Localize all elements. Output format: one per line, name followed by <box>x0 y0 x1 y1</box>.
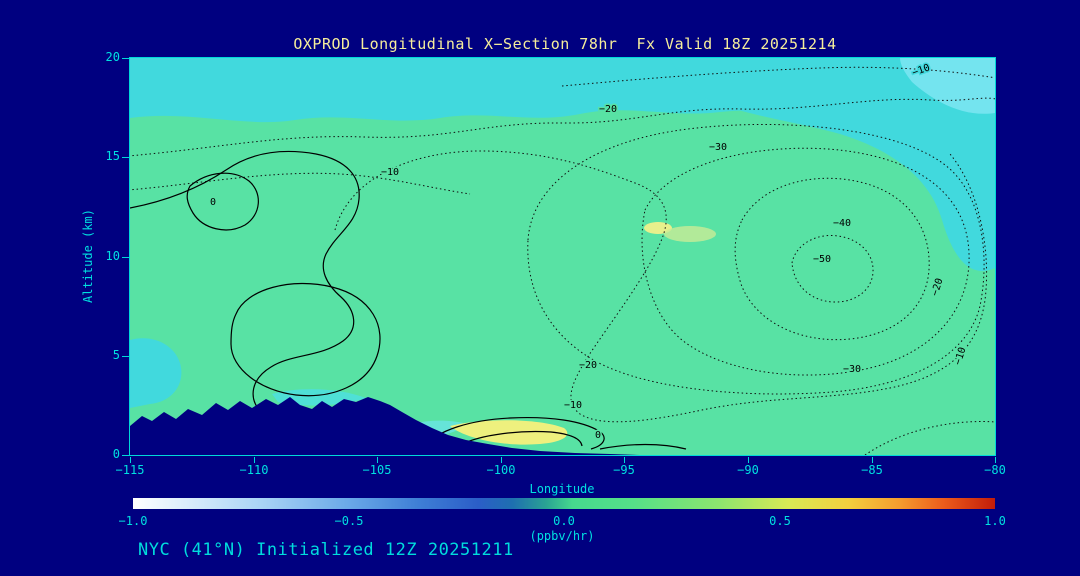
colorbar-tick-label: 0.5 <box>769 514 791 528</box>
x-tick <box>995 457 996 463</box>
colorbar-unit-label: (ppbv/hr) <box>529 529 595 543</box>
x-tick <box>624 457 625 463</box>
contour-label: −50 <box>813 254 831 265</box>
colorbar-gradient <box>133 498 995 509</box>
colorbar-tick-label: −0.5 <box>334 514 364 528</box>
contour-line-zero-loop-lower <box>230 282 381 397</box>
x-tick-label: −115 <box>115 463 145 477</box>
terrain-silhouette <box>130 397 640 455</box>
colorbar-tick-label: 0.0 <box>553 514 575 528</box>
chart-title: OXPROD Longitudinal X−Section 78hr Fx Va… <box>293 35 837 53</box>
x-tick-label: −80 <box>984 463 1006 477</box>
y-tick-label: 10 <box>105 249 120 263</box>
contour-label: −10 <box>381 167 399 178</box>
y-tick <box>122 455 129 456</box>
contour-line-minus20-top <box>130 97 995 157</box>
contour-line-zero-surface-outer <box>422 417 605 450</box>
contour-label: 0 <box>210 197 216 208</box>
x-tick-label: −100 <box>486 463 516 477</box>
colorbar-tick-label: −1.0 <box>118 514 148 528</box>
contour-line-zero-left <box>130 150 360 425</box>
plot-area: −10 −20 −30 −40 −50 −20 −10 −30 −20 −10 … <box>129 57 996 456</box>
y-tick <box>122 257 129 258</box>
y-tick-label: 5 <box>112 348 120 362</box>
x-tick <box>130 457 131 463</box>
x-tick <box>377 457 378 463</box>
y-tick <box>122 58 129 59</box>
contour-label: −10 <box>564 400 582 411</box>
x-tick <box>254 457 255 463</box>
x-tick-label: −95 <box>613 463 635 477</box>
fill-region-cyan-left <box>130 338 182 408</box>
x-tick-label: −85 <box>861 463 883 477</box>
x-tick-label: −110 <box>239 463 269 477</box>
contour-label: −40 <box>833 218 851 229</box>
contour-line-zero-surface-right <box>599 443 687 450</box>
y-tick <box>122 157 129 158</box>
fill-region-cyan-top-right <box>670 58 995 271</box>
y-tick <box>122 356 129 357</box>
contour-line-zero-loop-upper <box>186 172 259 231</box>
x-tick <box>501 457 502 463</box>
contour-line-zero-surface-inner <box>459 430 583 447</box>
x-tick <box>872 457 873 463</box>
contour-label: −30 <box>709 142 727 153</box>
solid-contours <box>130 150 687 450</box>
y-tick-label: 15 <box>105 149 120 163</box>
contour-line-minus30-ring <box>641 147 970 376</box>
x-tick-label: −105 <box>362 463 392 477</box>
fill-region-cyan-corner <box>900 58 995 114</box>
contour-line-upper-left <box>130 172 471 195</box>
run-info-caption: NYC (41°N) Initialized 12Z 20251211 <box>138 540 514 560</box>
colorbar-tick-label: 1.0 <box>984 514 1006 528</box>
cross-section-svg: −10 −20 −30 −40 −50 −20 −10 −30 −20 −10 … <box>130 58 995 455</box>
contour-label: −20 <box>579 360 597 371</box>
x-axis-title: Longitude <box>529 482 595 496</box>
y-tick-label: 20 <box>105 50 120 64</box>
x-tick <box>748 457 749 463</box>
contour-labels: −10 −20 −30 −40 −50 −20 −10 −30 −20 −10 … <box>208 61 970 443</box>
fill-region-yellowgreen-patch <box>664 226 716 242</box>
x-tick-label: −90 <box>737 463 759 477</box>
y-tick-label: 0 <box>112 447 120 461</box>
contour-label: 0 <box>595 430 601 441</box>
contour-line-minus20-ring <box>527 123 985 395</box>
fill-region-yellow-spot <box>644 222 672 234</box>
contour-label: −30 <box>843 364 861 375</box>
contour-label: −20 <box>599 104 617 115</box>
dotted-contours <box>130 66 995 455</box>
contour-line-minus50-ring <box>791 234 874 303</box>
